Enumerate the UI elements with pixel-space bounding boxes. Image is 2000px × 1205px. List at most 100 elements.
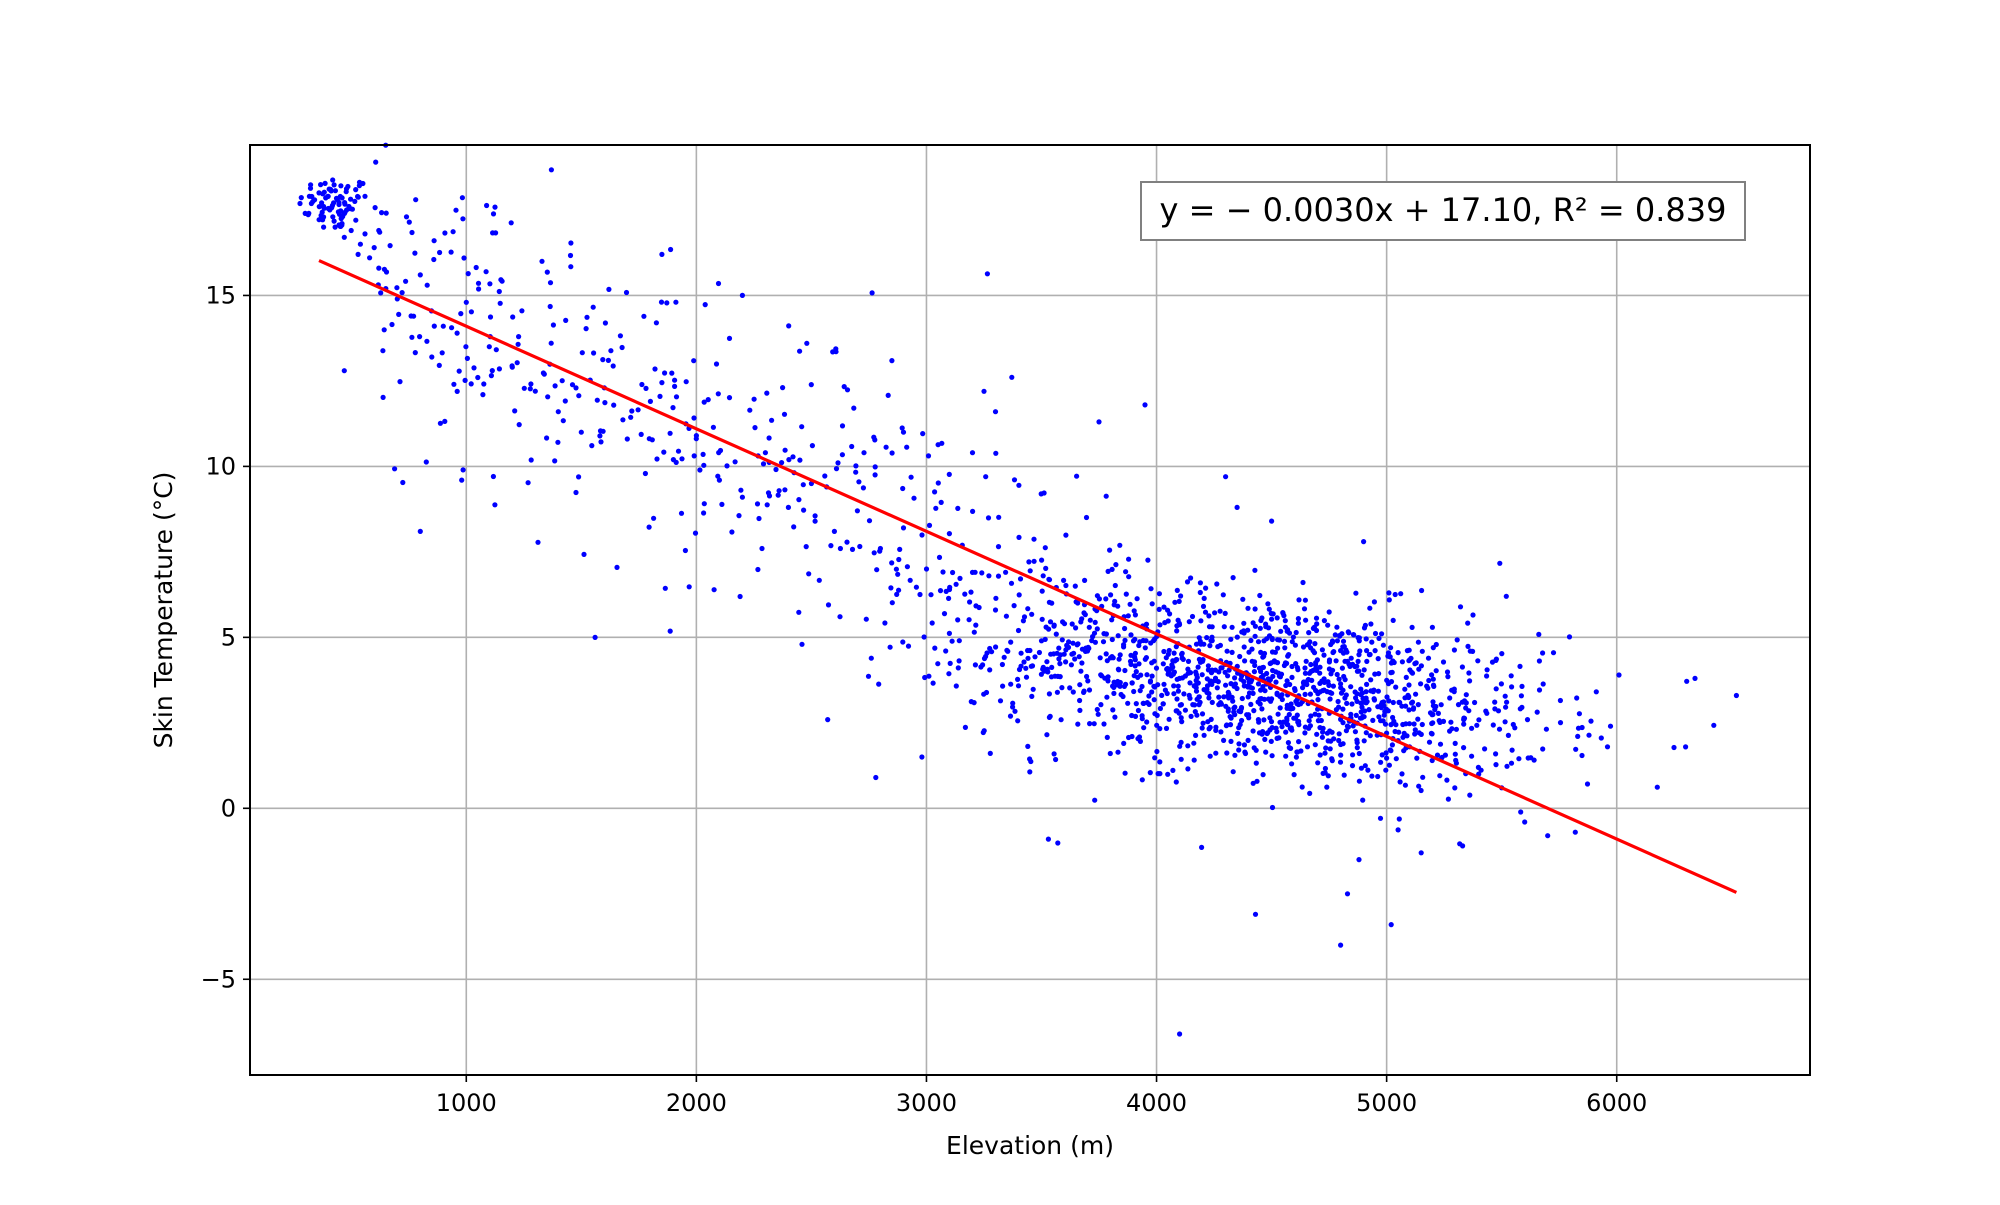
data-point bbox=[1425, 685, 1431, 691]
data-point bbox=[1157, 705, 1163, 712]
data-point bbox=[1461, 745, 1467, 751]
data-point bbox=[1418, 850, 1424, 856]
data-point bbox=[392, 466, 398, 472]
data-point bbox=[1692, 675, 1698, 682]
data-point bbox=[1076, 654, 1082, 660]
data-point bbox=[1482, 746, 1488, 752]
data-point bbox=[1353, 590, 1359, 596]
data-point bbox=[691, 453, 697, 459]
data-point bbox=[646, 524, 652, 530]
data-point bbox=[1188, 713, 1194, 720]
data-point bbox=[830, 349, 836, 355]
data-point bbox=[1066, 639, 1072, 645]
data-point bbox=[1376, 714, 1382, 720]
data-point bbox=[1173, 779, 1179, 785]
data-point bbox=[1372, 648, 1378, 654]
data-point bbox=[1185, 658, 1192, 665]
data-point bbox=[449, 325, 455, 331]
data-point bbox=[1413, 691, 1419, 697]
data-point bbox=[1348, 655, 1354, 661]
data-point bbox=[970, 508, 976, 514]
data-point bbox=[355, 251, 361, 257]
data-point bbox=[801, 507, 807, 513]
data-point bbox=[1306, 718, 1312, 724]
data-point bbox=[873, 774, 879, 781]
data-point bbox=[1252, 633, 1258, 639]
data-point bbox=[539, 258, 545, 264]
data-point bbox=[1170, 664, 1176, 670]
data-point bbox=[1230, 769, 1236, 775]
data-point bbox=[1671, 744, 1677, 751]
data-point bbox=[550, 322, 557, 328]
data-point bbox=[1329, 729, 1335, 735]
data-point bbox=[1027, 756, 1033, 762]
y-tick-label: 5 bbox=[221, 623, 236, 651]
data-point bbox=[883, 444, 889, 450]
data-point bbox=[1493, 686, 1499, 692]
data-point bbox=[1462, 699, 1469, 705]
data-point bbox=[439, 350, 445, 356]
data-point bbox=[1276, 735, 1282, 741]
data-point bbox=[1200, 720, 1206, 726]
data-point bbox=[1241, 620, 1247, 626]
data-point bbox=[1003, 569, 1009, 575]
data-point bbox=[1312, 742, 1318, 748]
data-point bbox=[1545, 833, 1551, 839]
data-point bbox=[1425, 655, 1432, 661]
data-point bbox=[1356, 635, 1362, 641]
data-point bbox=[337, 193, 343, 200]
data-point bbox=[1109, 654, 1115, 660]
data-point bbox=[764, 502, 770, 508]
data-point bbox=[1195, 664, 1201, 670]
data-point bbox=[403, 278, 409, 284]
data-point bbox=[872, 472, 878, 478]
data-point bbox=[1082, 612, 1088, 618]
data-point bbox=[383, 210, 389, 216]
data-point bbox=[947, 660, 953, 667]
data-point bbox=[1289, 761, 1295, 767]
data-point bbox=[1206, 726, 1212, 732]
data-point bbox=[1289, 639, 1295, 645]
data-point bbox=[1092, 639, 1098, 645]
data-point bbox=[1228, 636, 1234, 642]
data-point bbox=[1400, 734, 1406, 740]
data-point bbox=[897, 546, 903, 553]
data-point bbox=[1390, 699, 1396, 706]
data-point bbox=[1215, 679, 1221, 685]
data-point bbox=[1284, 678, 1290, 684]
data-point bbox=[987, 645, 993, 652]
data-point bbox=[1021, 659, 1027, 665]
data-point bbox=[1160, 661, 1166, 667]
data-point bbox=[1029, 663, 1036, 669]
data-point bbox=[1430, 711, 1436, 718]
data-point bbox=[1156, 591, 1162, 597]
data-point bbox=[1398, 591, 1404, 597]
data-point bbox=[1203, 585, 1209, 591]
data-point bbox=[1369, 773, 1375, 779]
data-point bbox=[1378, 759, 1384, 765]
data-point bbox=[1161, 681, 1167, 687]
data-point bbox=[1453, 726, 1459, 732]
data-point bbox=[1046, 576, 1052, 582]
data-point bbox=[1199, 672, 1205, 678]
data-point bbox=[318, 212, 324, 219]
data-point bbox=[1250, 728, 1256, 734]
data-point bbox=[1223, 682, 1229, 688]
data-point bbox=[1165, 771, 1171, 777]
data-point bbox=[1388, 660, 1394, 666]
data-point bbox=[1279, 724, 1285, 730]
data-point bbox=[1234, 634, 1240, 640]
data-point bbox=[1241, 679, 1247, 685]
data-point bbox=[424, 282, 430, 288]
data-point bbox=[1359, 704, 1365, 710]
data-point bbox=[1364, 658, 1370, 665]
data-point bbox=[1327, 696, 1333, 702]
data-point bbox=[1433, 668, 1439, 674]
data-point bbox=[1087, 617, 1093, 623]
data-point bbox=[1416, 730, 1422, 736]
data-point bbox=[1386, 762, 1392, 768]
x-tick-label: 4000 bbox=[1126, 1089, 1187, 1117]
data-point bbox=[1201, 595, 1207, 602]
data-point bbox=[1286, 745, 1292, 751]
